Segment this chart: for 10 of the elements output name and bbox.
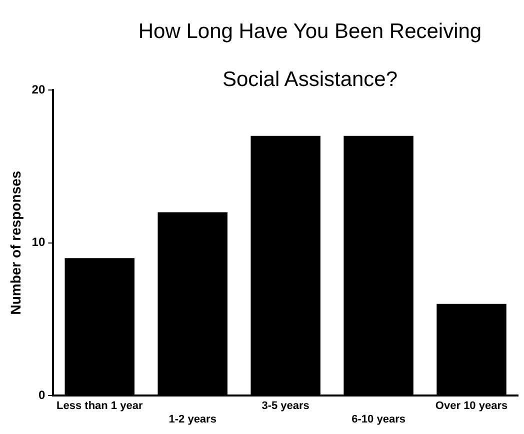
x-tick-label: 3-5 years <box>262 400 310 412</box>
x-tick-label: 6-10 years <box>352 413 406 426</box>
y-tick-label: 10 <box>32 235 46 250</box>
y-axis-title: Number of responses <box>7 170 24 315</box>
chart-title: How Long Have You Been Receiving Social Assistance? <box>137 19 483 93</box>
x-tick-label: 1-2 years <box>168 413 216 426</box>
x-tick-label: Less than 1 year <box>56 400 144 412</box>
x-tick-label: Over 10 years <box>435 400 508 412</box>
y-tick-label: 0 <box>38 388 46 402</box>
y-tick-label: 20 <box>32 82 46 96</box>
